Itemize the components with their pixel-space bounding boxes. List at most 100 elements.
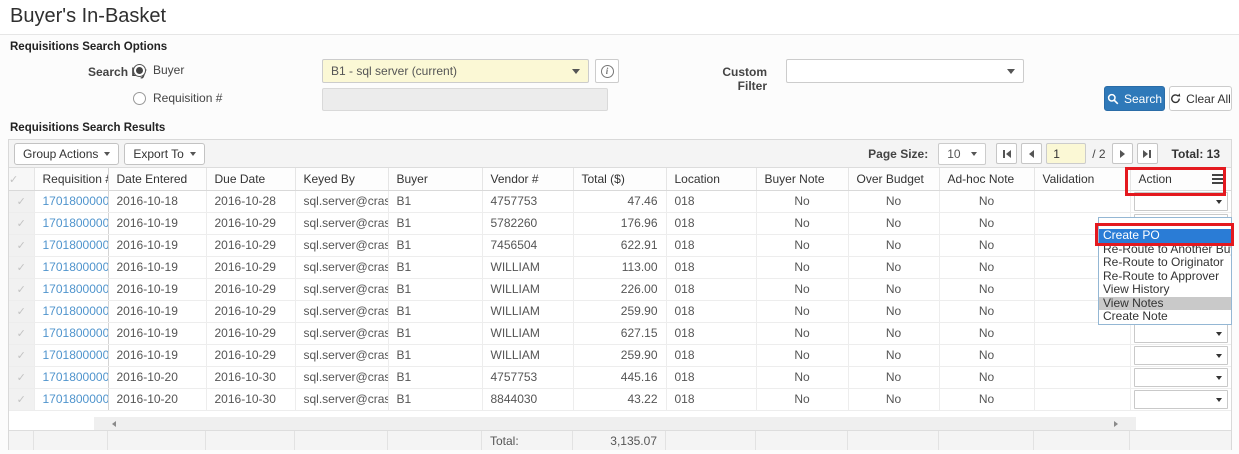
requisition-link[interactable]: 170180000013	[42, 216, 108, 230]
previous-page-button[interactable]	[1021, 143, 1043, 164]
col-date-entered[interactable]: Date Entered	[108, 168, 207, 191]
menu-item-reroute-buyer[interactable]: Re-Route to Another Buyer	[1103, 242, 1231, 256]
requisition-link[interactable]: 170180000014	[42, 238, 108, 252]
next-page-button[interactable]	[1111, 143, 1133, 164]
export-to-button[interactable]: Export To	[124, 142, 205, 165]
custom-filter-select[interactable]	[786, 59, 1024, 83]
cell-over-budget: No	[848, 278, 940, 301]
row-checkbox[interactable]	[9, 322, 35, 345]
menu-item-blank[interactable]	[1099, 218, 1231, 229]
cell-buyer-note: No	[756, 366, 849, 389]
requisition-link[interactable]: 170180000024	[42, 348, 108, 362]
total-count-label: Total: 13	[1171, 146, 1220, 161]
search-button-label: Search	[1123, 91, 1163, 106]
radio-buyer[interactable]: Buyer	[133, 63, 184, 77]
row-checkbox[interactable]	[9, 366, 35, 389]
buyer-info-button[interactable]: i	[595, 59, 619, 83]
action-select[interactable]	[1133, 367, 1228, 387]
cell-over-budget: No	[848, 366, 940, 389]
col-due-date[interactable]: Due Date	[206, 168, 296, 191]
last-page-button[interactable]	[1136, 143, 1158, 164]
col-action[interactable]: Action	[1130, 168, 1231, 191]
scroll-right-icon[interactable]	[1114, 420, 1118, 427]
cell-buyer: B1	[388, 344, 483, 367]
cell-validation	[1034, 190, 1131, 213]
page-number-input[interactable]	[1046, 143, 1087, 164]
cell-due-date: 2016-10-29	[206, 278, 296, 301]
action-select[interactable]	[1133, 389, 1228, 409]
buyer-select[interactable]: B1 - sql server (current)	[322, 59, 589, 83]
page-title: Buyer's In-Basket	[10, 5, 167, 27]
row-checkbox[interactable]	[9, 190, 35, 213]
cell-buyer-note: No	[756, 300, 849, 323]
select-all-header[interactable]	[9, 168, 35, 191]
scroll-left-icon[interactable]	[112, 420, 116, 427]
results-panel: Group Actions Export To Page Size: 10 / …	[8, 139, 1232, 450]
group-actions-button[interactable]: Group Actions	[14, 142, 120, 165]
requisition-link[interactable]: 170180000026	[42, 370, 108, 384]
results-toolbar: Group Actions Export To Page Size: 10 / …	[9, 140, 1231, 168]
col-keyed-by[interactable]: Keyed By	[295, 168, 389, 191]
menu-item-reroute-originator[interactable]: Re-Route to Originator	[1103, 256, 1224, 269]
col-total[interactable]: Total ($)	[573, 168, 667, 191]
radio-requisition-number[interactable]: Requisition #	[133, 91, 222, 105]
col-over-budget[interactable]: Over Budget	[848, 168, 940, 191]
requisition-link[interactable]: 170180000027	[42, 392, 108, 406]
cell-over-budget: No	[848, 344, 940, 367]
requisition-number-input[interactable]	[322, 88, 608, 111]
requisition-link[interactable]: 170180000022	[42, 304, 108, 318]
cell-location: 018	[666, 322, 757, 345]
row-checkbox[interactable]	[9, 388, 35, 411]
menu-item-reroute-approver[interactable]: Re-Route to Approver	[1103, 269, 1220, 283]
cell-date-entered: 2016-10-19	[108, 300, 207, 323]
search-options-heading: Requisitions Search Options	[10, 41, 168, 53]
first-page-button[interactable]	[996, 143, 1018, 164]
action-select[interactable]	[1133, 345, 1228, 365]
row-checkbox[interactable]	[9, 234, 35, 257]
requisition-link[interactable]: 170180000023	[42, 326, 108, 340]
row-checkbox[interactable]	[9, 212, 35, 235]
search-by-label: Search By	[88, 65, 147, 79]
col-requisition[interactable]: Requisition #	[34, 168, 109, 191]
col-vendor[interactable]: Vendor #	[482, 168, 574, 191]
footer-total-label: Total:	[482, 431, 573, 450]
next-page-icon	[1119, 149, 1125, 158]
radio-selected-icon	[133, 63, 146, 77]
cell-over-budget: No	[848, 322, 940, 345]
clear-all-button[interactable]: Clear All	[1169, 86, 1232, 111]
menu-item-view-notes[interactable]: View Notes	[1099, 296, 1231, 310]
requisition-link[interactable]: 170180000009	[42, 194, 108, 208]
search-button[interactable]: Search	[1104, 86, 1165, 111]
column-menu-icon[interactable]	[1212, 174, 1225, 184]
requisition-link[interactable]: 170180000020	[42, 260, 108, 274]
cell-location: 018	[666, 190, 757, 213]
cell-date-entered: 2016-10-18	[108, 190, 207, 213]
col-buyer-note[interactable]: Buyer Note	[756, 168, 849, 191]
cell-buyer: B1	[388, 322, 483, 345]
col-buyer[interactable]: Buyer	[388, 168, 483, 191]
requisition-link[interactable]: 170180000021	[42, 282, 108, 296]
horizontal-scrollbar[interactable]	[94, 417, 1136, 430]
cell-over-budget: No	[848, 234, 940, 257]
col-location[interactable]: Location	[666, 168, 757, 191]
cell-vendor: 4757753	[482, 190, 574, 213]
col-adhoc-note[interactable]: Ad-hoc Note	[939, 168, 1035, 191]
custom-filter-label: Custom Filter	[722, 65, 767, 93]
cell-buyer-note: No	[756, 278, 849, 301]
row-checkbox[interactable]	[9, 278, 35, 301]
page-size-select[interactable]: 10	[938, 142, 987, 165]
cell-vendor: 4757753	[482, 366, 574, 389]
action-select[interactable]	[1133, 323, 1228, 343]
row-checkbox[interactable]	[9, 344, 35, 367]
action-select[interactable]	[1133, 191, 1228, 211]
menu-item-create-po[interactable]: Create PO	[1099, 229, 1231, 243]
cell-buyer-note: No	[756, 234, 849, 257]
menu-item-view-history[interactable]: View History	[1103, 283, 1170, 296]
col-validation[interactable]: Validation	[1034, 168, 1131, 191]
cell-due-date: 2016-10-28	[206, 190, 296, 213]
row-checkbox[interactable]	[9, 300, 35, 323]
cell-validation	[1034, 388, 1131, 411]
row-checkbox[interactable]	[9, 256, 35, 279]
cell-location: 018	[666, 388, 757, 411]
menu-item-create-note[interactable]: Create Note	[1103, 310, 1168, 323]
